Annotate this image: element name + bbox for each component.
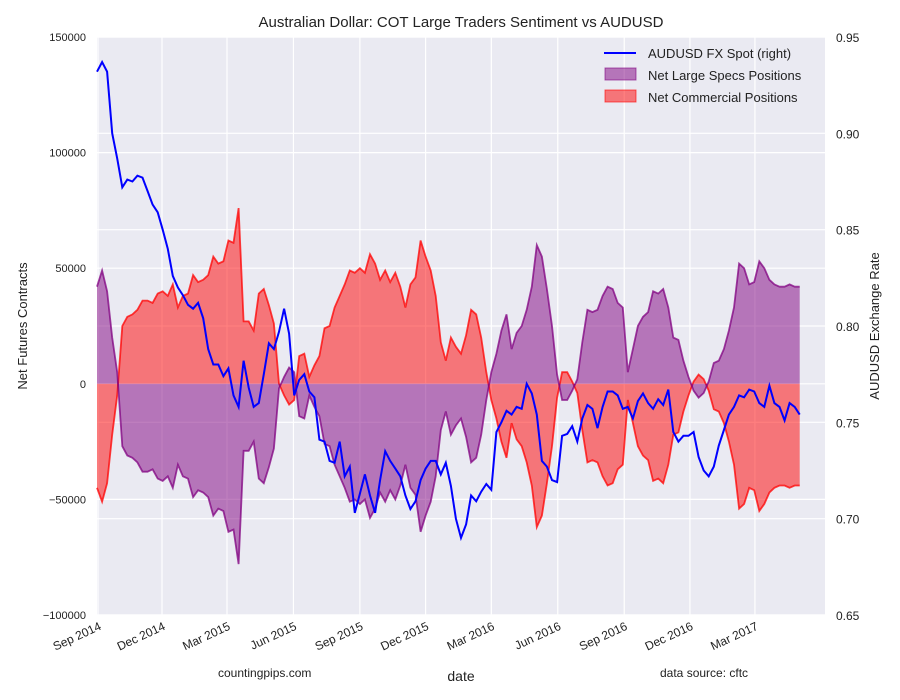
x-tick-label: Dec 2016 xyxy=(643,619,696,654)
y-right-tick-label: 0.65 xyxy=(836,609,860,623)
line-series xyxy=(96,59,801,542)
source-left-annotation: countingpips.com xyxy=(218,666,311,680)
y-left-tick-label: −100000 xyxy=(43,610,86,622)
source-right-annotation: data source: cftc xyxy=(660,666,748,680)
chart-title: Australian Dollar: COT Large Traders Sen… xyxy=(259,14,664,31)
audusd-spot-line xyxy=(96,59,801,542)
legend-label-specs: Net Large Specs Positions xyxy=(648,68,802,83)
legend-label-commercial: Net Commercial Positions xyxy=(648,90,798,105)
x-axis-label: date xyxy=(447,668,474,684)
y-right-tick-label: 0.75 xyxy=(836,416,860,430)
y-left-tick-label: 150000 xyxy=(49,32,86,44)
y-right-tick-label: 0.70 xyxy=(836,513,860,527)
legend-swatch-commercial xyxy=(604,89,637,103)
y-left-tick-label: −50000 xyxy=(49,494,86,506)
x-tick-label: Sep 2014 xyxy=(51,619,104,654)
x-tick-label: Mar 2017 xyxy=(708,619,760,653)
y-left-tick-label: 100000 xyxy=(49,148,86,160)
y-right-tick-label: 0.95 xyxy=(836,31,860,45)
commercial-edge xyxy=(96,207,800,531)
x-tick-label: Jun 2016 xyxy=(512,619,563,653)
y-right-tick-label: 0.90 xyxy=(836,127,860,141)
legend-label-spot: AUDUSD FX Spot (right) xyxy=(648,46,791,61)
x-tick-label: Dec 2015 xyxy=(378,619,431,654)
legend: AUDUSD FX Spot (right) Net Large Specs P… xyxy=(604,46,802,105)
specs-edge xyxy=(96,241,800,565)
x-tick-label: Mar 2015 xyxy=(180,619,232,653)
x-tick-label: Mar 2016 xyxy=(445,619,497,653)
y-left-tick-label: 50000 xyxy=(55,263,86,275)
x-tick-label: Sep 2015 xyxy=(313,619,366,654)
left-axis-label: Net Futures Contracts xyxy=(15,262,30,390)
area-series xyxy=(96,207,800,565)
right-axis-label: AUDUSD Exchange Rate xyxy=(867,252,882,399)
x-tick-label: Jun 2015 xyxy=(248,619,299,653)
y-right-tick-label: 0.85 xyxy=(836,224,860,238)
x-tick-label: Sep 2016 xyxy=(577,619,630,654)
y-right-tick-label: 0.80 xyxy=(836,320,860,334)
x-tick-label: Dec 2014 xyxy=(115,619,168,654)
legend-swatch-specs xyxy=(604,67,637,81)
y-left-tick-label: 0 xyxy=(80,379,86,391)
